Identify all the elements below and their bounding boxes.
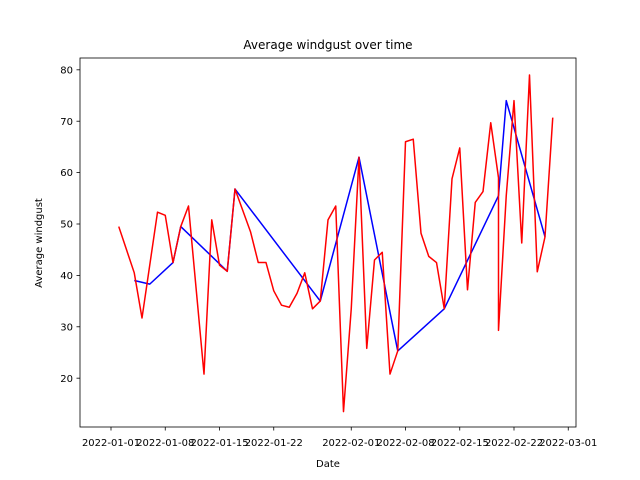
series-line-red bbox=[118, 74, 554, 413]
y-tick-label: 60 bbox=[60, 168, 73, 179]
x-tick-label: 2022-01-08 bbox=[136, 438, 194, 449]
y-tick-label: 40 bbox=[60, 271, 73, 282]
data-point-red-7 bbox=[188, 205, 189, 206]
data-point-red-35 bbox=[420, 233, 421, 234]
data-point-red-46 bbox=[498, 330, 499, 331]
data-point-red-49 bbox=[521, 242, 522, 243]
y-axis-label: Average windgust bbox=[34, 198, 45, 288]
data-point-red-31 bbox=[389, 373, 390, 374]
data-point-red-50 bbox=[529, 74, 530, 75]
x-tick-label: 2022-02-01 bbox=[322, 438, 380, 449]
x-tick-label: 2022-01-15 bbox=[190, 438, 248, 449]
y-axis: 20 30 40 50 60 70 80 bbox=[60, 65, 80, 385]
data-point-red-37 bbox=[436, 262, 437, 263]
data-point-red-26 bbox=[351, 308, 352, 309]
data-point-blue-1 bbox=[149, 284, 150, 285]
data-point-red-18 bbox=[289, 307, 290, 308]
chart-title: Average windgust over time bbox=[243, 38, 412, 52]
y-tick-label: 30 bbox=[60, 322, 73, 333]
data-point-red-13 bbox=[250, 231, 251, 232]
data-point-blue-0 bbox=[134, 280, 135, 281]
data-point-red-39 bbox=[451, 178, 452, 179]
data-point-red-19 bbox=[296, 293, 297, 294]
data-point-red-28 bbox=[366, 348, 367, 349]
data-point-red-20 bbox=[304, 272, 305, 273]
data-point-red-36 bbox=[428, 256, 429, 257]
data-point-red-29 bbox=[374, 259, 375, 260]
data-point-red-47 bbox=[506, 195, 507, 196]
x-tick-label: 2022-02-22 bbox=[485, 438, 543, 449]
plot-frame bbox=[79, 57, 577, 428]
data-point-red-0 bbox=[118, 226, 119, 227]
data-point-red-48 bbox=[513, 100, 514, 101]
data-point-red-5 bbox=[172, 262, 173, 263]
data-point-red-22 bbox=[320, 300, 321, 301]
data-point-red-11 bbox=[227, 271, 228, 272]
data-point-blue-11 bbox=[506, 100, 507, 101]
data-point-red-14 bbox=[258, 262, 259, 263]
x-tick-label: 2022-02-15 bbox=[431, 438, 489, 449]
data-point-red-2 bbox=[141, 317, 142, 318]
data-point-red-45 bbox=[498, 177, 499, 178]
data-point-red-17 bbox=[281, 305, 282, 306]
data-point-red-16 bbox=[273, 290, 274, 291]
data-point-red-30 bbox=[382, 252, 383, 253]
x-tick-label: 2022-02-08 bbox=[376, 438, 434, 449]
data-point-red-23 bbox=[327, 219, 328, 220]
data-point-red-21 bbox=[312, 308, 313, 309]
data-point-red-53 bbox=[552, 117, 553, 118]
data-point-red-44 bbox=[490, 122, 491, 123]
data-point-red-10 bbox=[219, 265, 220, 266]
x-tick-label: 2022-01-22 bbox=[245, 438, 303, 449]
data-point-red-24 bbox=[335, 205, 336, 206]
x-axis: 2022-01-012022-01-082022-01-152022-01-22… bbox=[82, 427, 597, 449]
data-point-red-52 bbox=[544, 236, 545, 237]
data-point-red-8 bbox=[203, 373, 204, 374]
data-point-red-25 bbox=[343, 411, 344, 412]
data-point-red-4 bbox=[165, 215, 166, 216]
data-point-red-27 bbox=[358, 157, 359, 158]
data-point-red-9 bbox=[211, 219, 212, 220]
y-tick-label: 20 bbox=[60, 374, 73, 385]
data-point-red-15 bbox=[265, 262, 266, 263]
data-point-red-3 bbox=[157, 212, 158, 213]
data-point-red-6 bbox=[180, 226, 181, 227]
data-point-red-34 bbox=[413, 139, 414, 140]
data-point-red-33 bbox=[405, 141, 406, 142]
data-point-red-32 bbox=[397, 350, 398, 351]
x-tick-label: 2022-03-01 bbox=[539, 438, 597, 449]
series-layer bbox=[118, 74, 554, 413]
y-tick-label: 70 bbox=[60, 117, 73, 128]
y-tick-label: 50 bbox=[60, 220, 73, 231]
data-point-red-40 bbox=[459, 147, 460, 148]
data-point-red-38 bbox=[444, 308, 445, 309]
data-point-red-41 bbox=[467, 289, 468, 290]
x-tick-label: 2022-01-01 bbox=[82, 438, 140, 449]
y-tick-label: 80 bbox=[60, 65, 73, 76]
data-point-red-43 bbox=[482, 191, 483, 192]
x-axis-label: Date bbox=[316, 459, 340, 470]
data-point-red-12 bbox=[234, 188, 235, 189]
data-point-red-1 bbox=[134, 272, 135, 273]
data-point-red-42 bbox=[475, 202, 476, 203]
data-point-red-51 bbox=[537, 271, 538, 272]
